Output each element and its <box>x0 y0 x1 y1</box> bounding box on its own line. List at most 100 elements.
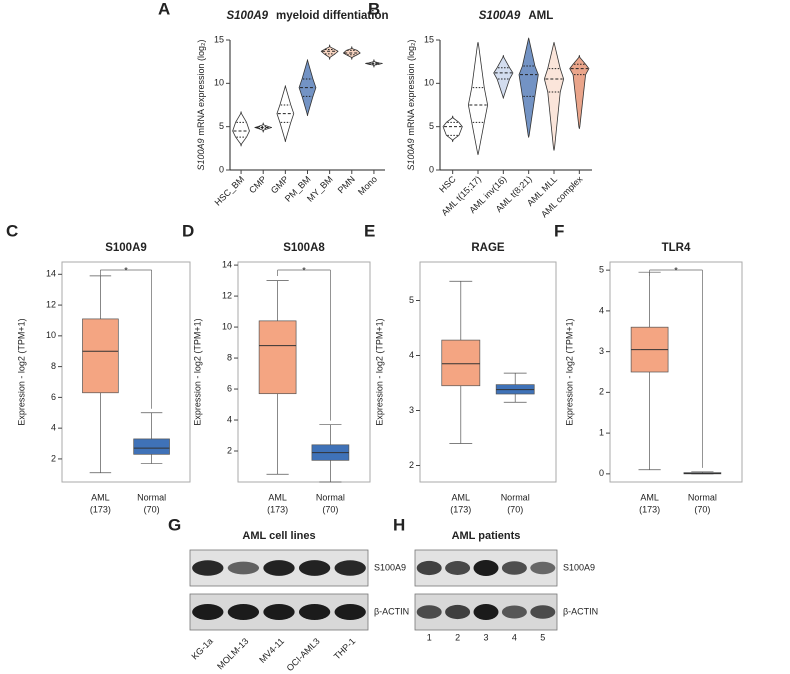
blot-band <box>227 604 260 620</box>
y-tick-label: 10 <box>46 330 56 340</box>
lane-label: OCI-AML3 <box>285 636 322 673</box>
sig-star: * <box>674 265 678 275</box>
y-tick-label: 0 <box>429 164 434 174</box>
box <box>441 339 481 387</box>
blot-band <box>530 605 556 619</box>
chart-title: S100A8 <box>283 242 325 254</box>
plot-frame <box>61 261 191 483</box>
y-label-gene: S100A9 <box>406 139 416 171</box>
y-tick-label: 0 <box>599 468 604 478</box>
y-tick-label: 12 <box>46 299 56 309</box>
lane-label: KG-1a <box>189 636 214 661</box>
title-gene: S100A9 <box>479 10 521 22</box>
chart-title: RAGE <box>471 242 505 254</box>
x-tick-label: Normal <box>501 492 530 502</box>
y-tick-label: 1 <box>599 427 604 437</box>
y-tick-label: 12 <box>222 290 232 300</box>
blot-title: AML cell lines <box>242 530 315 542</box>
y-tick-label: 8 <box>227 352 232 362</box>
blot-band <box>445 561 471 575</box>
y-tick-label: 4 <box>409 350 414 360</box>
lane-label: MV4-11 <box>257 636 286 665</box>
lane-label: 3 <box>483 632 488 642</box>
y-tick-label: 4 <box>227 414 232 424</box>
y-axis-label: Expression - log2 (TPM+1) <box>192 318 202 425</box>
y-label-text: mRNA expression (log₂) <box>406 39 416 135</box>
blot-row-label: β-ACTIN <box>563 606 598 616</box>
y-tick-label: 4 <box>51 423 56 433</box>
y-axis-label: S100A9 mRNA expression (log₂) <box>196 39 206 170</box>
title-gene: S100A9 <box>226 10 268 22</box>
title-text: AML <box>528 10 553 22</box>
y-tick-label: 6 <box>227 383 232 393</box>
y-tick-label: 15 <box>214 34 224 44</box>
x-tick-label: Normal <box>688 492 717 502</box>
plot-frame <box>609 261 743 483</box>
y-tick-label: 3 <box>409 405 414 415</box>
blot-band <box>416 605 442 619</box>
box <box>82 318 119 394</box>
sig-star: * <box>302 265 306 275</box>
y-tick-label: 10 <box>222 321 232 331</box>
y-axis-label: Expression - log2 (TPM+1) <box>564 318 574 425</box>
chart-title: S100A9 <box>105 242 147 254</box>
x-tick-label: AML <box>452 492 471 502</box>
y-tick-label: 15 <box>424 34 434 44</box>
box <box>133 438 170 455</box>
x-tick-label: HSC_BM <box>213 174 247 208</box>
chart-title: S100A9 AML <box>479 10 553 22</box>
x-tick-label: Normal <box>137 492 166 502</box>
y-tick-label: 14 <box>222 259 232 269</box>
x-count-label: (173) <box>639 504 660 514</box>
blot-title: AML patients <box>452 530 521 542</box>
blot-row-label: β-ACTIN <box>374 606 409 616</box>
chart-title: TLR4 <box>662 242 691 254</box>
x-count-label: (70) <box>694 504 710 514</box>
blot-band <box>501 561 527 575</box>
blot-band <box>416 560 442 576</box>
x-count-label: (173) <box>90 504 111 514</box>
y-tick-label: 8 <box>51 361 56 371</box>
blot-row-label: S100A9 <box>374 562 406 572</box>
x-tick-label: Mono <box>356 174 379 197</box>
y-tick-label: 5 <box>219 121 224 131</box>
blot-band <box>263 560 295 576</box>
x-tick-label: HSC <box>437 174 458 195</box>
blot-band <box>501 605 527 619</box>
violin <box>493 54 514 99</box>
y-axis-label: Expression - log2 (TPM+1) <box>16 318 26 425</box>
y-tick-label: 2 <box>51 453 56 463</box>
y-axis-label: S100A9 mRNA expression (log₂) <box>406 39 416 170</box>
violin <box>320 44 339 60</box>
y-tick-label: 2 <box>227 445 232 455</box>
panel-letter: C <box>6 221 18 240</box>
y-tick-label: 5 <box>429 121 434 131</box>
lane-label: THP-1 <box>332 636 357 661</box>
x-count-label: (70) <box>507 504 523 514</box>
title-text: myeloid diffentiation <box>276 10 388 22</box>
blot-band <box>473 560 499 576</box>
lane-label: 4 <box>512 632 517 642</box>
blot-band <box>473 604 499 620</box>
x-tick-label: CMP <box>247 174 268 195</box>
y-tick-label: 0 <box>219 164 224 174</box>
blot-band <box>192 560 224 576</box>
violin <box>232 111 250 147</box>
violin <box>543 41 565 151</box>
plot-frame <box>419 261 557 483</box>
y-tick-label: 6 <box>51 392 56 402</box>
blot-band <box>334 604 366 620</box>
y-tick-label: 2 <box>409 460 414 470</box>
sig-star: * <box>124 265 128 275</box>
y-tick-label: 5 <box>409 295 414 305</box>
x-count-label: (173) <box>450 504 471 514</box>
y-tick-label: 5 <box>599 265 604 275</box>
y-label-gene: S100A9 <box>196 139 206 171</box>
panel-letter: F <box>554 221 564 240</box>
blot-band <box>263 604 295 620</box>
panel-letter: D <box>182 221 194 240</box>
x-count-label: (70) <box>322 504 338 514</box>
box <box>258 320 297 395</box>
blot-band <box>298 560 331 576</box>
